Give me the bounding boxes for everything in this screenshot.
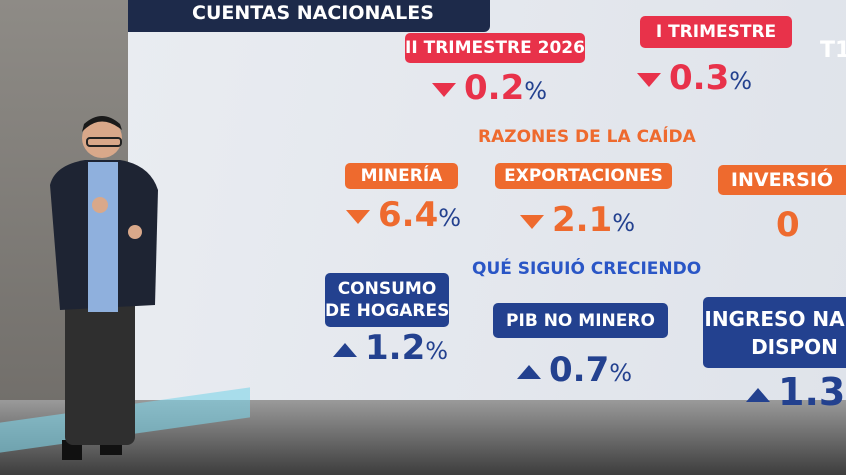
unit: % — [524, 77, 548, 105]
value: 2.1 — [552, 200, 613, 240]
value: 0.7 — [549, 350, 610, 390]
growth-value: 1.2% — [333, 328, 448, 371]
presenter — [50, 116, 158, 460]
reason-label: EXPORTACIONES — [495, 163, 672, 189]
label-line: CONSUMO — [337, 279, 437, 299]
label-line: PIB NO MINERO — [506, 310, 655, 331]
growth-value: 1.3 — [746, 372, 845, 412]
value: 0.2 — [464, 68, 525, 108]
unit: % — [425, 337, 449, 365]
growth-label: PIB NO MINERO — [493, 303, 668, 338]
reason-label: INVERSIÓ — [718, 165, 846, 195]
unit: % — [612, 209, 636, 237]
quarter-value: 0.2% — [432, 68, 547, 111]
reason-value: 2.1% — [520, 200, 635, 243]
growth-label: CONSUMO DE HOGARES — [325, 273, 449, 327]
unit: % — [609, 359, 633, 387]
unit: % — [729, 67, 753, 95]
quarter-value: 0.3% — [637, 58, 752, 101]
section-title: QUÉ SIGUIÓ CRECIENDO — [472, 259, 702, 279]
label-line: DISPON — [751, 334, 838, 359]
value: 1.3 — [778, 370, 846, 414]
label-line: INGRESO NA — [704, 306, 845, 331]
unit: % — [438, 204, 462, 232]
label-line: DE HOGARES — [325, 301, 449, 321]
title-bar: CUENTAS NACIONALES — [128, 0, 490, 32]
quarter-label: II TRIMESTRE 2026 — [405, 33, 585, 63]
section-title: RAZONES DE LA CAÍDA — [478, 127, 696, 147]
logo: T1 — [820, 38, 846, 63]
value: 6.4 — [378, 195, 439, 235]
growth-label: INGRESO NA DISPON — [703, 297, 846, 368]
reason-value: 0 — [776, 205, 800, 245]
quarter-label: I TRIMESTRE — [640, 16, 792, 48]
reason-value: 6.4% — [346, 195, 461, 238]
growth-value: 0.7% — [517, 350, 632, 393]
reason-label: MINERÍA — [345, 163, 458, 189]
value: 1.2 — [365, 328, 426, 368]
value: 0.3 — [669, 58, 730, 98]
title: CUENTAS NACIONALES — [192, 2, 434, 24]
